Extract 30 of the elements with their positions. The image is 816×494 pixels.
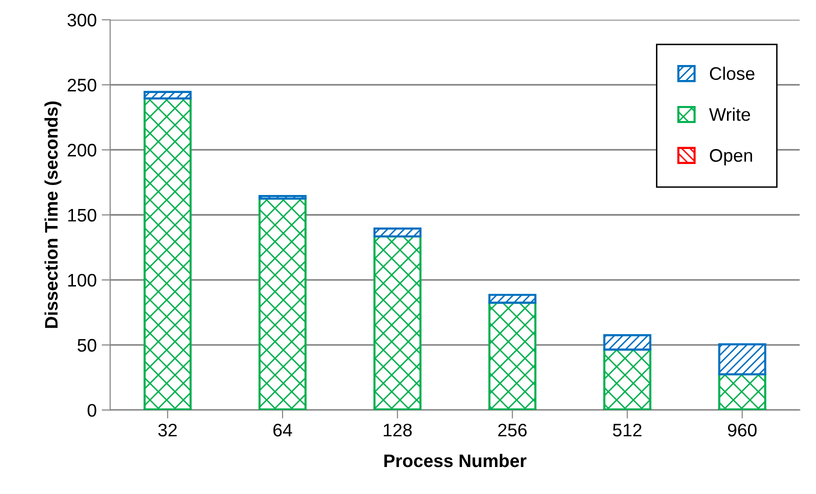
bar	[373, 235, 422, 410]
y-tick-label: 0	[88, 404, 96, 417]
bar	[258, 194, 307, 200]
legend-label: Write	[709, 108, 750, 121]
y-tick-label: 50	[78, 338, 96, 352]
x-tick-label: 64	[273, 424, 292, 436]
bar	[603, 334, 652, 351]
bar	[144, 97, 192, 410]
bar	[488, 302, 536, 410]
x-tick-label: 128	[384, 424, 412, 436]
y-tick-label: 200	[68, 144, 96, 157]
legend-label: Close	[710, 66, 754, 80]
y-tick-label: 250	[68, 78, 96, 92]
x-tick-label: 256	[498, 424, 527, 436]
x-tick-label: 512	[612, 424, 642, 436]
y-tick-label: 100	[68, 274, 96, 287]
x-tick-label: 32	[158, 424, 177, 436]
bar	[488, 294, 536, 304]
bar	[144, 90, 192, 100]
bar	[258, 198, 307, 410]
legend-label: Open	[710, 149, 752, 166]
bar	[718, 373, 766, 410]
y-tick-label: 150	[68, 208, 96, 222]
y-tick-label: 300	[68, 14, 96, 26]
bar	[603, 348, 652, 410]
bar	[718, 343, 766, 376]
bar	[373, 228, 422, 238]
y-axis-title: Dissection Time (seconds)	[44, 102, 62, 328]
x-axis-title: Process Number	[384, 454, 526, 468]
x-tick-label: 960	[728, 424, 757, 436]
